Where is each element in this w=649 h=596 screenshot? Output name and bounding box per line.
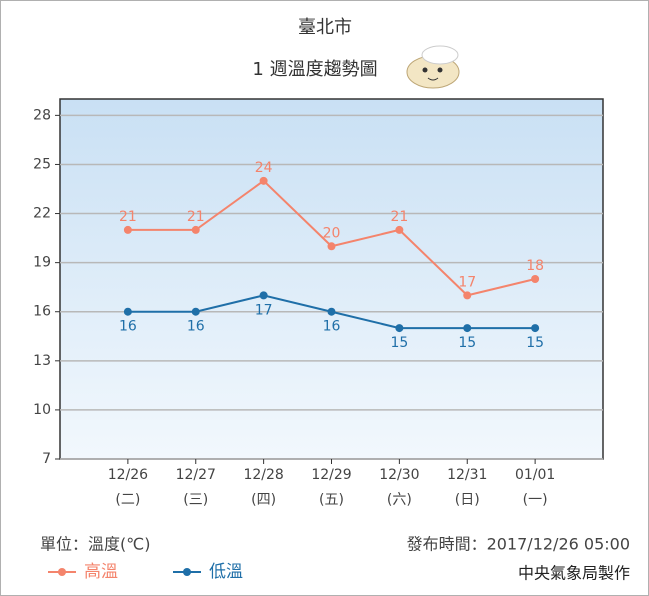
legend-marker [183, 568, 191, 576]
x-tick-label: 12/26 [108, 467, 148, 483]
x-weekday-label: (三) [183, 492, 208, 508]
data-label: 18 [526, 258, 544, 274]
data-point [395, 225, 404, 234]
data-label: 15 [458, 335, 476, 351]
data-label: 16 [119, 319, 137, 335]
legend-label: 高溫 [84, 562, 118, 582]
x-tick-label: 12/31 [447, 467, 487, 483]
data-label: 17 [255, 302, 273, 318]
data-label: 24 [255, 160, 273, 176]
x-weekday-label: (二) [115, 492, 140, 508]
data-label: 16 [187, 319, 205, 335]
legend-label: 低溫 [209, 562, 243, 582]
x-tick-label: 01/01 [515, 467, 555, 483]
data-point [327, 242, 336, 251]
chart-title: 臺北市 [298, 17, 352, 38]
plot-area [59, 98, 604, 460]
x-tick-label: 12/27 [176, 467, 216, 483]
y-tick-label: 10 [33, 402, 51, 418]
data-point [123, 307, 132, 316]
x-tick-label: 12/28 [243, 467, 283, 483]
y-tick-label: 16 [33, 304, 51, 320]
chart-subtitle: 1 週溫度趨勢圖 [252, 59, 377, 80]
data-label: 15 [526, 335, 544, 351]
x-tick-label: 12/29 [311, 467, 351, 483]
data-label: 15 [390, 335, 408, 351]
data-label: 16 [323, 319, 341, 335]
data-point [191, 307, 200, 316]
data-label: 21 [119, 209, 137, 225]
x-weekday-label: (一) [523, 492, 548, 508]
data-label: 21 [390, 209, 408, 225]
x-weekday-label: (六) [387, 492, 412, 508]
data-point [531, 324, 540, 333]
unit-note: 單位：溫度(℃) [40, 535, 150, 554]
mascot [406, 45, 460, 89]
y-tick-label: 7 [42, 451, 51, 467]
legend-marker [58, 568, 66, 576]
data-point [259, 291, 268, 300]
y-tick-label: 25 [33, 156, 51, 172]
data-point [531, 275, 540, 283]
data-point [463, 291, 472, 300]
issued-time: 發布時間：2017/12/26 05:00 [407, 535, 630, 554]
y-tick-label: 28 [33, 107, 51, 123]
data-point [395, 324, 404, 333]
data-label: 17 [458, 274, 476, 290]
data-label: 21 [187, 209, 205, 225]
y-tick-label: 22 [33, 206, 51, 222]
data-point [463, 324, 472, 333]
data-point [123, 225, 132, 234]
x-tick-label: 12/30 [379, 467, 419, 483]
x-weekday-label: (四) [251, 492, 276, 508]
data-point [327, 307, 336, 316]
data-point [191, 225, 200, 234]
y-tick-label: 13 [33, 353, 51, 369]
credit: 中央氣象局製作 [518, 564, 630, 583]
data-label: 20 [323, 225, 341, 241]
x-weekday-label: (五) [319, 492, 344, 508]
x-weekday-label: (日) [455, 492, 480, 508]
y-tick-label: 19 [33, 255, 51, 271]
data-point [259, 176, 268, 185]
